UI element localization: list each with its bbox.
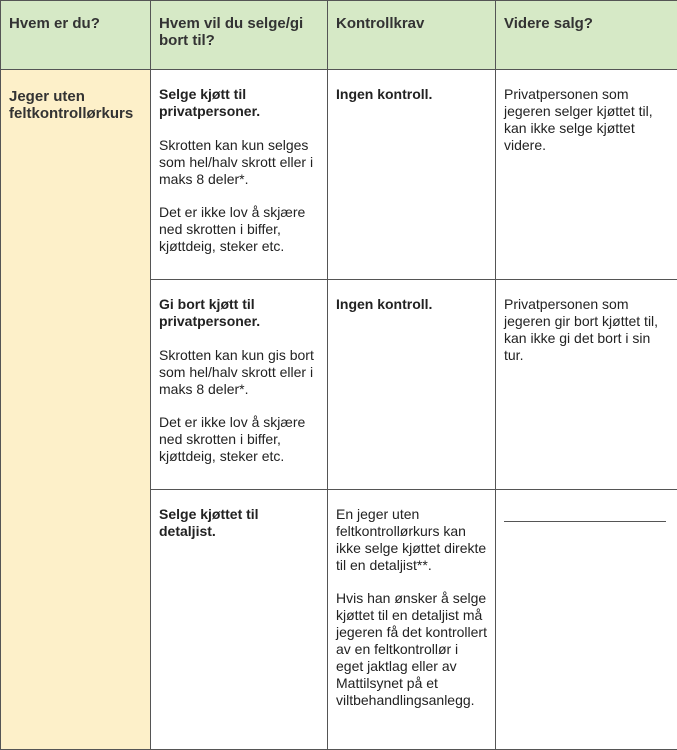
page: Hvem er du?Hvem vil du selge/gi bort til…: [0, 0, 677, 722]
header-cell: Videre salg?: [496, 1, 677, 70]
header-row: Hvem er du?Hvem vil du selge/gi bort til…: [1, 1, 677, 70]
cell-heading: Ingen kontroll.: [336, 86, 487, 103]
resale-cell: [496, 490, 677, 750]
cell-heading: Gi bort kjøtt til privatpersoner.: [159, 296, 319, 330]
cell-heading: Ingen kontroll.: [336, 296, 487, 313]
control-cell: Ingen kontroll.: [328, 280, 496, 490]
cell-text: Skrotten kan kun gis bort som hel/halv s…: [159, 347, 319, 398]
header-cell: Kontrollkrav: [328, 1, 496, 70]
control-cell: Ingen kontroll.: [328, 70, 496, 280]
cell-heading: Selge kjøtt til privatpersoner.: [159, 86, 319, 120]
header-cell: Hvem vil du selge/gi bort til?: [151, 1, 328, 70]
cell-heading: Selge kjøttet til detaljist.: [159, 506, 319, 540]
offer-cell: Gi bort kjøtt til privatpersoner. Skrotte…: [151, 280, 328, 490]
cell-text: Privatpersonen som jegeren selger kjøtte…: [504, 86, 669, 154]
cell-text: Hvis han ønsker å selge kjøttet til en d…: [336, 590, 487, 709]
control-cell: En jeger uten feltkontrollørkurs kan ikk…: [328, 490, 496, 750]
resale-cell: Privatpersonen som jegeren gir bort kjøt…: [496, 280, 677, 490]
offer-cell: Selge kjøtt til privatpersoner. Skrotten …: [151, 70, 328, 280]
resale-cell: Privatpersonen som jegeren selger kjøtte…: [496, 70, 677, 280]
who-cell: Jeger uten feltkontrollørkurs: [1, 70, 151, 750]
cell-text: Det er ikke lov å skjære ned skrotten i …: [159, 204, 319, 255]
blank-line: [504, 521, 666, 522]
cell-text: Skrotten kan kun selges som hel/halv skr…: [159, 137, 319, 188]
offer-cell: Selge kjøttet til detaljist.: [151, 490, 328, 750]
cell-text: Privatpersonen som jegeren gir bort kjøt…: [504, 296, 669, 364]
cell-text: En jeger uten feltkontrollørkurs kan ikk…: [336, 506, 487, 574]
header-cell: Hvem er du?: [1, 1, 151, 70]
cell-text: Det er ikke lov å skjære ned skrotten i …: [159, 414, 319, 465]
